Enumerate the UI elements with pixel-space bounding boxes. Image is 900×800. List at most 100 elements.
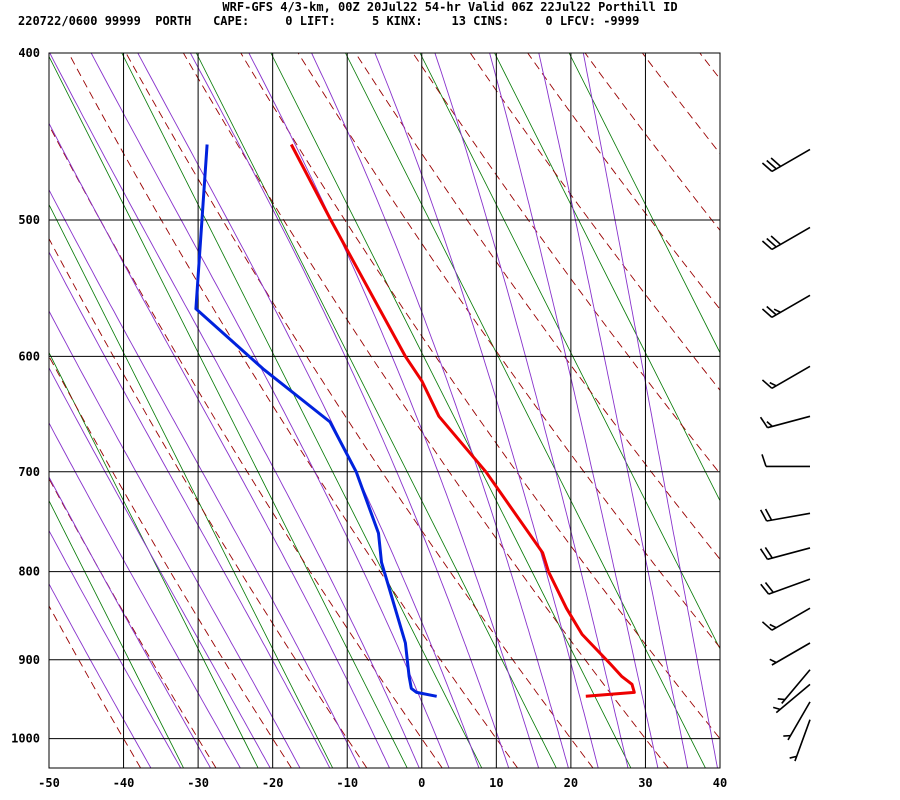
wind-barb bbox=[761, 226, 811, 251]
pressure-tick-label: 500 bbox=[18, 213, 40, 227]
dry-adiabat-line bbox=[412, 53, 720, 475]
wind-barb-staff bbox=[771, 365, 811, 390]
wind-barb-full-feather bbox=[770, 235, 782, 246]
wind-barb-staff bbox=[771, 642, 811, 666]
wind-barb-staff bbox=[775, 683, 811, 714]
dry-adiabat-line bbox=[49, 237, 368, 768]
wind-barb bbox=[761, 148, 811, 173]
moist-adiabat-line bbox=[190, 53, 510, 768]
wind-barb bbox=[769, 642, 811, 666]
wind-barb bbox=[783, 701, 811, 741]
temperature-tick-label: 0 bbox=[418, 776, 425, 790]
temperature-profile bbox=[289, 143, 636, 698]
isobar-isotherm-grid bbox=[48, 52, 721, 769]
wind-barb-staff bbox=[771, 226, 811, 251]
sounding-profiles bbox=[194, 143, 636, 698]
mixing-ratio-line bbox=[494, 53, 720, 502]
wind-barb-staff bbox=[771, 607, 811, 631]
wind-barb-full-feather bbox=[759, 509, 768, 522]
moist-adiabat-line bbox=[434, 53, 629, 768]
moist-adiabat-line bbox=[49, 251, 331, 768]
moist-adiabat-line bbox=[90, 53, 450, 768]
wind-barb-full-feather bbox=[761, 454, 767, 467]
mixing-ratio-line bbox=[121, 53, 483, 768]
moist-adiabat-line bbox=[582, 53, 718, 768]
wind-barb-full-feather bbox=[761, 240, 773, 251]
mixing-ratio-line bbox=[270, 53, 632, 768]
mixing-ratio-line bbox=[568, 53, 720, 354]
pressure-tick-label: 400 bbox=[18, 46, 40, 60]
wind-barb-half-feather bbox=[766, 421, 773, 427]
moist-adiabat-line bbox=[49, 310, 301, 768]
pressure-tick-label: 600 bbox=[18, 349, 40, 363]
moist-adiabat-line bbox=[49, 529, 182, 768]
wind-barb-staff bbox=[771, 294, 811, 319]
pressure-tick-label: 700 bbox=[18, 465, 40, 479]
wind-barb-full-feather bbox=[766, 305, 777, 316]
wind-barb-full-feather bbox=[766, 159, 777, 170]
dry-adiabat-line bbox=[297, 53, 720, 649]
wind-barb-staff bbox=[771, 148, 811, 173]
wind-barb-full-feather bbox=[770, 157, 782, 168]
moist-adiabat-line bbox=[49, 583, 152, 768]
wind-barb-staff bbox=[766, 512, 811, 522]
background-lines bbox=[49, 53, 720, 768]
pressure-tick-label: 800 bbox=[18, 565, 40, 579]
dry-adiabat-line bbox=[49, 124, 443, 768]
temperature-tick-label: 10 bbox=[489, 776, 503, 790]
wind-barb bbox=[777, 669, 811, 704]
temperature-tick-label: -50 bbox=[38, 776, 60, 790]
temperature-tick-label: 30 bbox=[638, 776, 652, 790]
wind-barb bbox=[761, 365, 811, 390]
moist-adiabat-line bbox=[49, 476, 211, 768]
dry-adiabat-line bbox=[699, 53, 720, 80]
moist-adiabat-line bbox=[489, 53, 659, 768]
pressure-tick-label: 1000 bbox=[11, 732, 40, 746]
wind-barb-full-feather bbox=[761, 162, 773, 173]
wind-barb-full-feather bbox=[766, 237, 777, 248]
wind-barb-half-feather bbox=[777, 698, 786, 701]
moist-adiabat-line bbox=[49, 366, 271, 768]
dry-adiabat-line bbox=[49, 605, 141, 768]
dry-adiabat-line bbox=[527, 53, 720, 310]
dewpoint-profile bbox=[194, 144, 437, 698]
moist-adiabat-line bbox=[49, 188, 361, 768]
wind-barb-half-feather bbox=[772, 706, 781, 711]
wind-barb-full-feather bbox=[759, 548, 769, 560]
wind-barb-full-feather bbox=[759, 416, 769, 429]
wind-barb-staff bbox=[781, 669, 811, 704]
wind-barb bbox=[759, 508, 811, 522]
wind-barb-full-feather bbox=[761, 621, 773, 631]
wind-barb-full-feather bbox=[760, 583, 770, 595]
mixing-ratio-line bbox=[49, 55, 408, 768]
wind-barb-full-feather bbox=[761, 308, 773, 318]
wind-barb-staff bbox=[768, 578, 811, 595]
mixing-ratio-line bbox=[49, 203, 334, 768]
temperature-tick-label: 20 bbox=[564, 776, 578, 790]
wind-barb bbox=[759, 547, 811, 561]
wind-barb-staff bbox=[767, 415, 811, 429]
stability-indices-line: 220722/0600 99999 PORTH CAPE: 0 LIFT: 5 … bbox=[18, 14, 640, 28]
dry-adiabat-line bbox=[68, 53, 518, 768]
wind-barb bbox=[761, 607, 811, 631]
dry-adiabat-line bbox=[584, 53, 720, 232]
moist-adiabat-line bbox=[49, 122, 390, 768]
axis-tick-labels: 400 500 600 700 800 900 1000 -50 -40 -30 -20 -10 0 10… bbox=[11, 46, 727, 790]
pressure-tick-label: 900 bbox=[18, 653, 40, 667]
wind-barb-half-feather bbox=[769, 623, 777, 629]
wind-barb bbox=[772, 683, 811, 714]
mixing-ratio-line bbox=[419, 53, 720, 650]
dry-adiabat-line bbox=[125, 53, 594, 768]
moist-adiabat-line bbox=[374, 53, 599, 768]
temperature-tick-label: 40 bbox=[713, 776, 727, 790]
wind-barb bbox=[759, 415, 811, 429]
moist-adiabat-line bbox=[311, 53, 569, 768]
dry-adiabat-line bbox=[49, 477, 217, 768]
wind-barb bbox=[761, 454, 810, 468]
temperature-tick-label: -10 bbox=[336, 776, 358, 790]
wind-barb-staff bbox=[794, 719, 811, 762]
dry-adiabat-line bbox=[240, 53, 720, 740]
moist-adiabat-line bbox=[49, 53, 420, 768]
dry-adiabat-line bbox=[183, 53, 669, 768]
